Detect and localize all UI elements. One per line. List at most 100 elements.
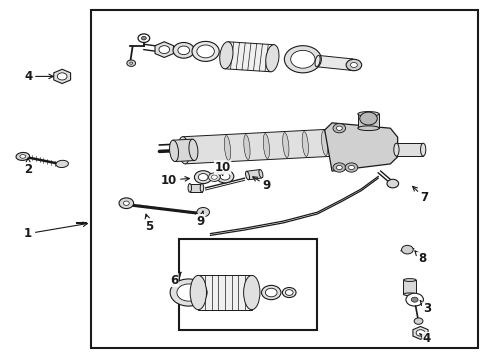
Ellipse shape: [386, 179, 398, 188]
Ellipse shape: [413, 318, 422, 324]
Ellipse shape: [403, 293, 415, 296]
Ellipse shape: [259, 170, 263, 178]
Ellipse shape: [159, 46, 169, 54]
Bar: [91, 10, 477, 348]
Ellipse shape: [282, 288, 295, 297]
Polygon shape: [182, 128, 349, 164]
Polygon shape: [396, 143, 422, 156]
Ellipse shape: [263, 134, 269, 158]
Text: 5: 5: [145, 214, 154, 233]
Ellipse shape: [178, 137, 189, 164]
Ellipse shape: [220, 173, 229, 180]
Ellipse shape: [197, 45, 214, 58]
Ellipse shape: [219, 42, 232, 69]
Text: 9: 9: [196, 211, 204, 228]
Text: 4: 4: [24, 70, 53, 83]
Ellipse shape: [138, 34, 149, 42]
Polygon shape: [324, 123, 397, 171]
Ellipse shape: [169, 140, 178, 162]
Polygon shape: [189, 184, 202, 192]
Ellipse shape: [393, 143, 398, 156]
Ellipse shape: [261, 285, 281, 300]
Ellipse shape: [336, 165, 342, 170]
Ellipse shape: [173, 42, 194, 58]
Ellipse shape: [16, 152, 29, 161]
Text: 7: 7: [412, 186, 427, 204]
Ellipse shape: [194, 171, 211, 184]
Ellipse shape: [401, 246, 412, 254]
Polygon shape: [316, 55, 352, 70]
Ellipse shape: [285, 290, 292, 296]
Ellipse shape: [284, 46, 321, 73]
Ellipse shape: [216, 170, 233, 183]
Ellipse shape: [415, 330, 424, 336]
Polygon shape: [224, 42, 273, 72]
Ellipse shape: [20, 155, 26, 158]
Text: 10: 10: [214, 161, 230, 175]
Ellipse shape: [290, 50, 314, 68]
Text: 4: 4: [419, 333, 430, 346]
Ellipse shape: [332, 163, 345, 172]
Ellipse shape: [141, 36, 146, 40]
Ellipse shape: [188, 184, 191, 192]
Ellipse shape: [350, 63, 357, 67]
Ellipse shape: [198, 174, 207, 181]
Polygon shape: [246, 170, 262, 180]
Ellipse shape: [56, 160, 68, 167]
Text: 10: 10: [161, 174, 189, 186]
Text: 8: 8: [414, 251, 425, 265]
Ellipse shape: [282, 132, 288, 158]
Polygon shape: [54, 69, 70, 84]
Text: 1: 1: [24, 222, 87, 240]
Ellipse shape: [336, 126, 342, 130]
Ellipse shape: [403, 279, 415, 282]
Ellipse shape: [192, 41, 219, 62]
Ellipse shape: [208, 173, 220, 181]
Polygon shape: [403, 280, 415, 294]
Polygon shape: [155, 42, 173, 58]
Ellipse shape: [177, 284, 200, 301]
Ellipse shape: [170, 279, 206, 306]
Ellipse shape: [188, 139, 198, 161]
Ellipse shape: [129, 62, 132, 64]
Ellipse shape: [410, 297, 417, 302]
Ellipse shape: [343, 128, 354, 156]
Ellipse shape: [211, 175, 217, 179]
Polygon shape: [198, 275, 251, 310]
Bar: [179, 239, 317, 330]
Ellipse shape: [348, 165, 354, 170]
Ellipse shape: [265, 288, 277, 297]
Ellipse shape: [357, 126, 378, 131]
Polygon shape: [173, 139, 194, 162]
Ellipse shape: [197, 207, 209, 217]
Ellipse shape: [359, 112, 376, 125]
Text: 2: 2: [24, 158, 32, 176]
Text: 3: 3: [419, 301, 430, 315]
Ellipse shape: [332, 123, 345, 133]
Polygon shape: [412, 327, 427, 339]
Ellipse shape: [57, 73, 67, 80]
Ellipse shape: [200, 184, 203, 192]
Text: 6: 6: [169, 272, 181, 287]
Ellipse shape: [245, 171, 249, 180]
Ellipse shape: [345, 163, 357, 172]
Ellipse shape: [244, 135, 249, 159]
Ellipse shape: [265, 45, 279, 72]
Ellipse shape: [314, 55, 320, 67]
Ellipse shape: [348, 59, 353, 70]
Ellipse shape: [302, 132, 308, 157]
Ellipse shape: [119, 198, 133, 208]
Ellipse shape: [321, 131, 327, 156]
Ellipse shape: [190, 275, 206, 310]
Ellipse shape: [346, 59, 361, 71]
Ellipse shape: [126, 60, 135, 66]
Ellipse shape: [243, 275, 260, 310]
Text: 9: 9: [252, 177, 270, 192]
Ellipse shape: [123, 201, 129, 205]
Ellipse shape: [420, 143, 425, 156]
Ellipse shape: [357, 112, 378, 116]
Ellipse shape: [405, 293, 423, 306]
Polygon shape: [357, 114, 378, 128]
Ellipse shape: [178, 46, 189, 55]
Ellipse shape: [224, 136, 230, 161]
